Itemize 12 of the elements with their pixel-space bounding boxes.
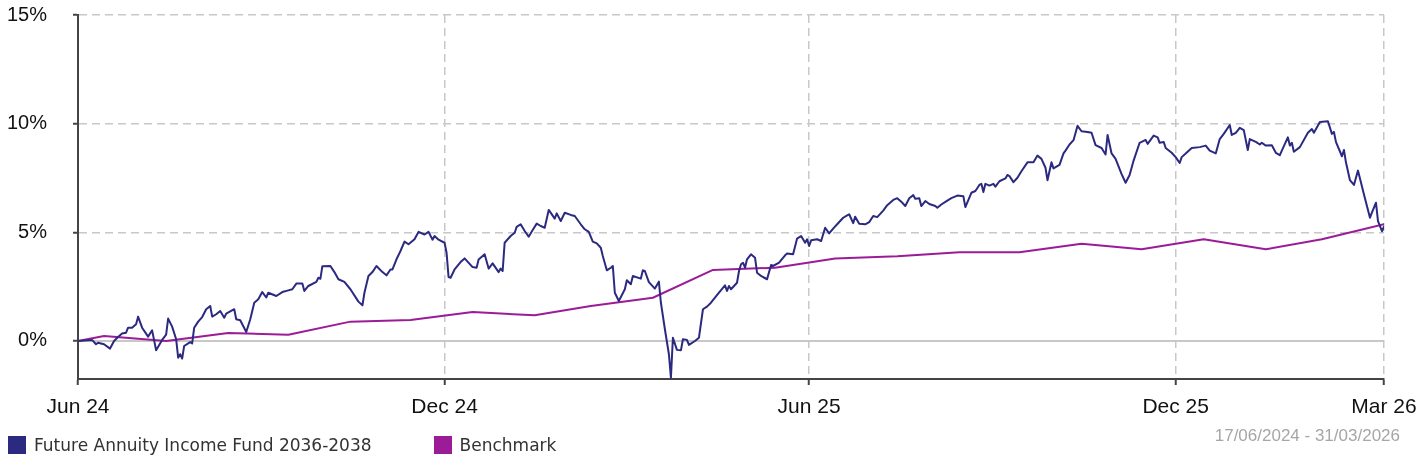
x-tick-label: Dec 25 [1142, 394, 1209, 418]
x-tick-label: Dec 24 [411, 394, 479, 418]
legend-label: Benchmark [459, 435, 557, 455]
y-tick-label: 10% [6, 111, 48, 134]
y-tick-label: 0% [18, 328, 48, 351]
y-tick-label: 15% [6, 2, 48, 25]
text: 17/06/2024 - 31/03/2026 [1214, 426, 1400, 446]
x-tick-label: Jun 25 [777, 394, 841, 418]
y-tick-label: 5% [18, 219, 48, 242]
x-tick-label: Mar 26 [1351, 394, 1417, 418]
x-tick-label: Jun 24 [46, 394, 110, 418]
legend-label: Future Annuity Income Fund 2036-2038 [34, 435, 372, 455]
